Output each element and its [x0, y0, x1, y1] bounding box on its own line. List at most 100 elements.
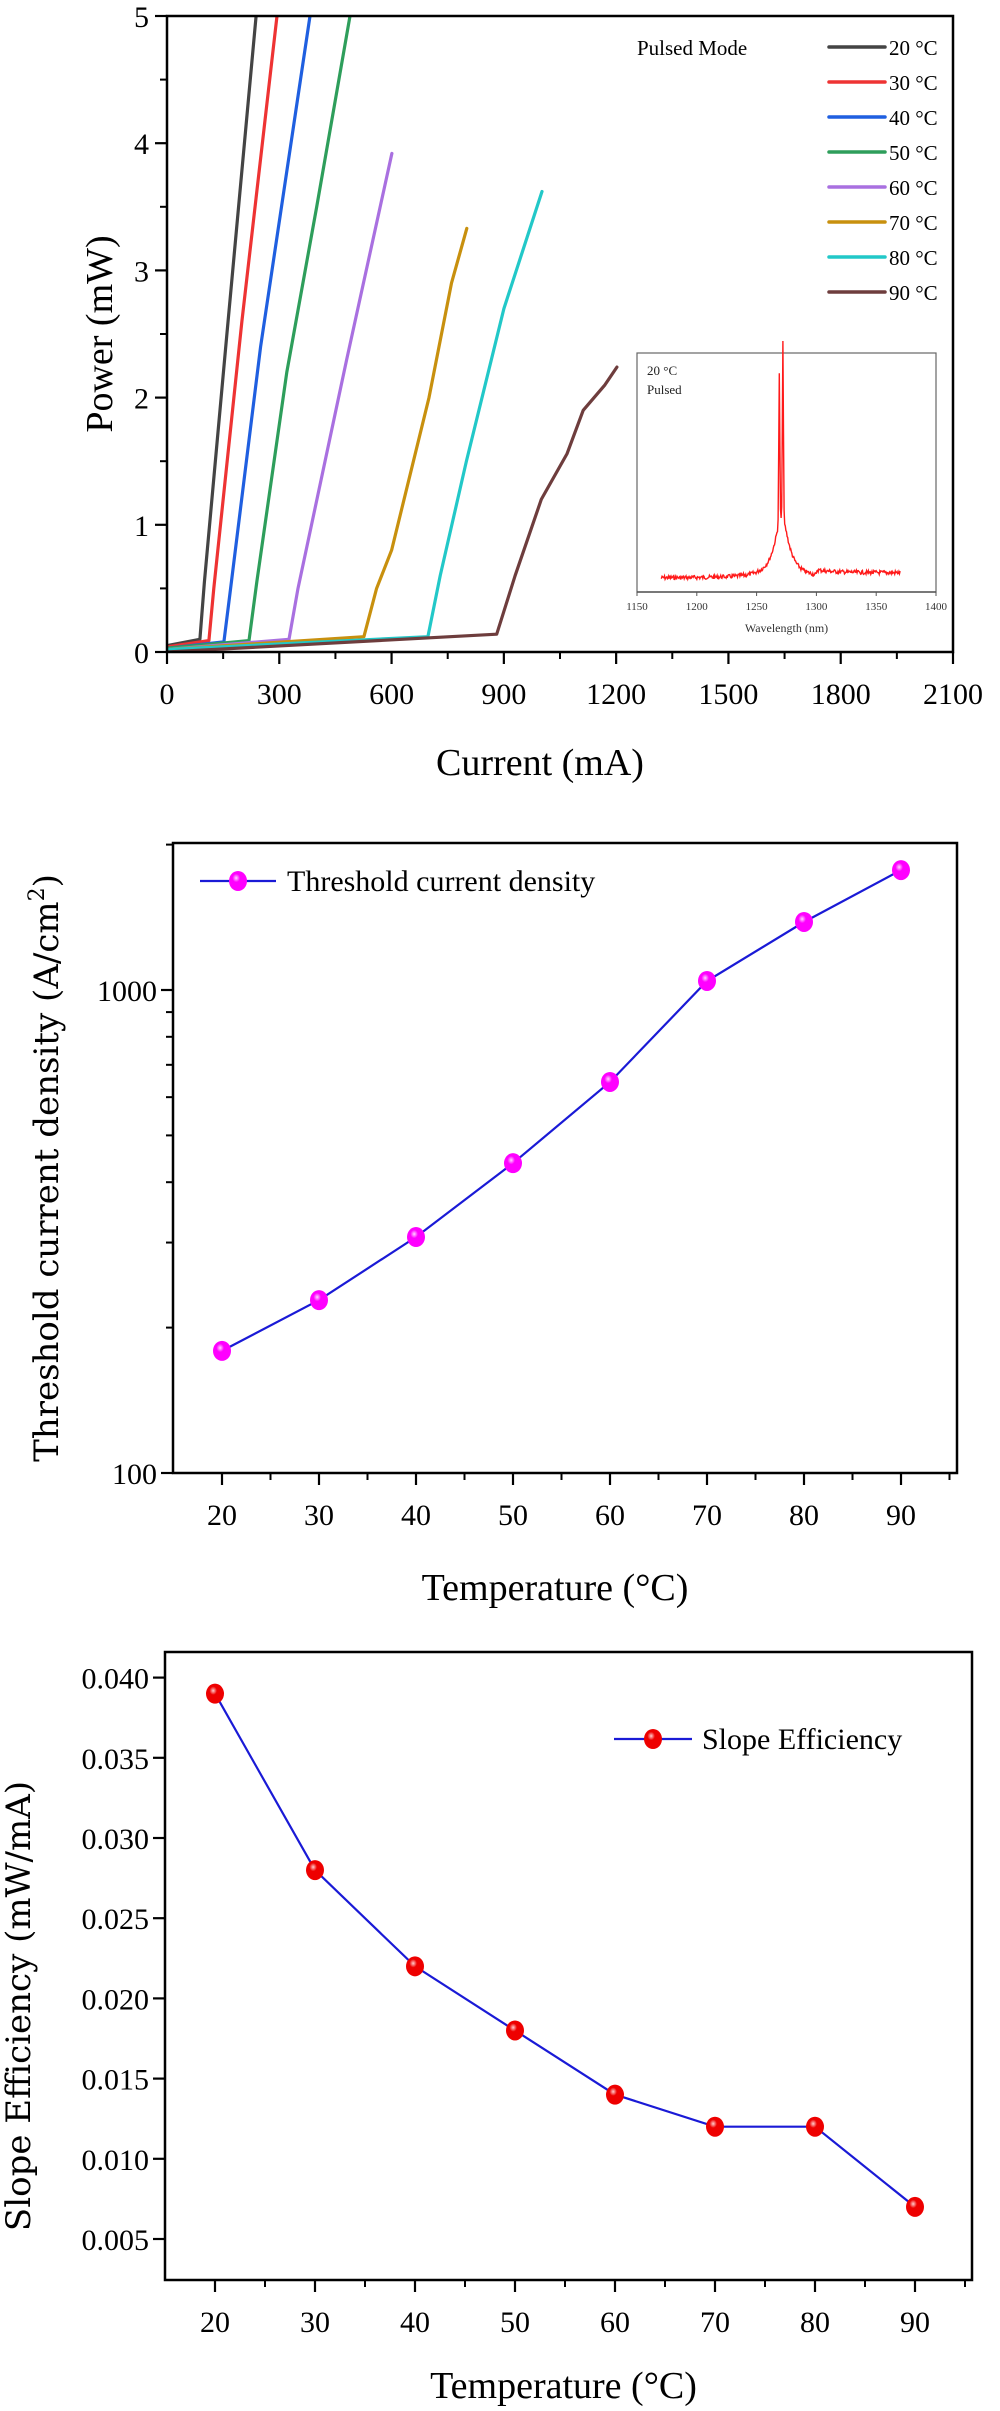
x-axis-title: Current (mA) — [436, 742, 644, 784]
x-tick-label: 80 — [789, 1499, 819, 1532]
series-line — [221, 869, 902, 1352]
y-tick-label: 0.040 — [82, 1663, 150, 1696]
y-tick-label: 0.010 — [82, 2144, 150, 2177]
data-point — [698, 970, 716, 991]
y-tick-label: 0.015 — [82, 2064, 150, 2097]
inset-x-tick-label: 1400 — [925, 601, 948, 613]
data-point — [892, 860, 910, 881]
legend-label: 40 °C — [889, 106, 938, 130]
x-tick-label: 20 — [200, 2306, 230, 2339]
data-point — [504, 1153, 522, 1174]
x-tick-label: 300 — [257, 678, 302, 711]
inset-spectrum-line — [660, 340, 901, 582]
data-point — [706, 2116, 724, 2137]
y-tick-label: 5 — [134, 1, 149, 34]
inset-spectrum: 1150 1200 1250 1300 1350 1400 Wavelength (nm) 2… — [626, 340, 948, 635]
x-tick-label: 1200 — [586, 678, 646, 711]
inset-x-tick-label: 1350 — [865, 601, 888, 613]
data-point — [606, 2084, 624, 2105]
legend-label: 60 °C — [889, 176, 938, 200]
x-tick-label: 1800 — [811, 678, 871, 711]
inset-x-axis-title: Wavelength (nm) — [745, 621, 828, 635]
legend: 20 °C 30 °C 40 °C 50 °C 60 °C 70 °C 80 °C 90 °C — [827, 36, 938, 305]
x-axis-title: Temperature (°C) — [422, 1567, 689, 1609]
x-tick-label: 50 — [500, 2306, 530, 2339]
plot-frame — [171, 841, 959, 1475]
x-tick-label: 60 — [600, 2306, 630, 2339]
x-tick-label: 1500 — [698, 678, 758, 711]
y-tick-label: 0.005 — [82, 2224, 150, 2257]
y-tick-label: 2 — [134, 383, 149, 416]
legend-label: Slope Efficiency — [702, 1723, 902, 1756]
legend-label: 70 °C — [889, 211, 938, 235]
y-axis-title-end: ) — [27, 874, 67, 887]
x-tick-label: 70 — [692, 1499, 722, 1532]
legend-label: 30 °C — [889, 71, 938, 95]
x-tick-label: 600 — [369, 678, 414, 711]
power-current-chart: 0 300 600 900 1200 1500 1800 2100 0 1 2 3 4 5 Current … — [79, 1, 983, 784]
data-point — [601, 1071, 619, 1092]
y-tick-label: 0.030 — [82, 1823, 150, 1856]
inset-note: 20 °C — [647, 363, 677, 378]
x-tick-label: 90 — [900, 2306, 930, 2339]
data-point — [795, 911, 813, 932]
y-axis-title-sup: 2 — [25, 887, 50, 901]
x-axis-title: Temperature (°C) — [430, 2365, 697, 2407]
y-tick-label: 0.025 — [82, 1903, 150, 1936]
x-tick-label: 80 — [800, 2306, 830, 2339]
x-tick-label: 70 — [700, 2306, 730, 2339]
series-group — [167, 16, 619, 652]
x-tick-label: 2100 — [923, 678, 983, 711]
legend-label: 20 °C — [889, 36, 938, 60]
x-tick-label: 900 — [481, 678, 526, 711]
x-tick-label: 0 — [160, 678, 175, 711]
x-tick-label: 90 — [886, 1499, 916, 1532]
series-line-50c — [167, 16, 352, 650]
plot-frame — [163, 1650, 974, 2282]
y-tick-label: 4 — [134, 128, 149, 161]
series-line-40c — [167, 16, 312, 650]
x-tick-label: 30 — [300, 2306, 330, 2339]
legend-label: 50 °C — [889, 141, 938, 165]
legend-label: 90 °C — [889, 281, 938, 305]
y-tick-label: 1000 — [97, 975, 157, 1008]
series-line-20c — [167, 16, 258, 648]
y-tick-label: 0.020 — [82, 1983, 150, 2016]
y-tick-label: 0.035 — [82, 1743, 150, 1776]
data-point — [306, 1860, 324, 1881]
inset-x-tick-label: 1200 — [686, 601, 709, 613]
x-tick-label: 40 — [401, 1499, 431, 1532]
y-axis-title: Threshold current density (A/cm2) — [25, 874, 67, 1462]
data-point — [407, 1227, 425, 1248]
y-tick-label: 1 — [134, 510, 149, 543]
inset-frame — [636, 352, 937, 593]
data-point — [206, 1683, 224, 1704]
data-point — [506, 2020, 524, 2041]
y-axis-title-text: Threshold current density (A/cm — [27, 901, 67, 1462]
y-tick-label: 100 — [112, 1458, 157, 1491]
y-tick-label: 3 — [134, 255, 149, 288]
series-line-30c — [167, 16, 279, 649]
legend-label: Threshold current density — [287, 865, 595, 898]
y-tick-label: 0 — [134, 637, 149, 670]
data-point — [406, 1956, 424, 1977]
inset-x-tick-label: 1250 — [746, 601, 769, 613]
data-point — [213, 1340, 231, 1361]
mode-annotation: Pulsed Mode — [637, 36, 747, 60]
x-tick-label: 50 — [498, 1499, 528, 1532]
legend-label: 80 °C — [889, 246, 938, 270]
data-point — [906, 2196, 924, 2217]
legend-marker — [229, 871, 247, 891]
x-tick-label: 60 — [595, 1499, 625, 1532]
series-line-70c — [167, 226, 469, 652]
inset-x-tick-label: 1300 — [805, 601, 828, 613]
series-line-90c — [167, 365, 619, 652]
inset-note: Pulsed — [647, 382, 682, 397]
data-point — [310, 1290, 328, 1311]
x-tick-label: 30 — [304, 1499, 334, 1532]
data-point — [806, 2116, 824, 2137]
x-tick-label: 20 — [207, 1499, 237, 1532]
series-line-80c — [167, 189, 544, 652]
y-axis-title: Power (mW) — [79, 235, 121, 432]
legend-marker — [644, 1729, 662, 1749]
